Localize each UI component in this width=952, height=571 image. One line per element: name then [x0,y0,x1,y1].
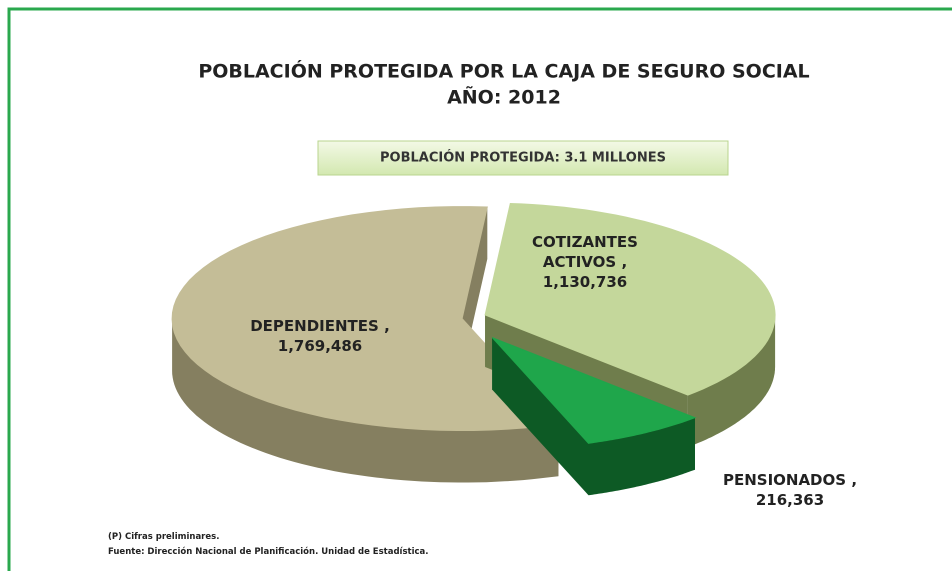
slice-side [588,417,695,496]
category-label: DEPENDIENTES [250,317,379,335]
pie [171,202,776,496]
slice-side [687,315,776,448]
label-separator: , [851,471,858,489]
category-label: COTIZANTES ACTIVOS [532,233,638,271]
slice [171,206,560,431]
subtitle: POBLACIÓN PROTEGIDA: 3.1 MILLONES [380,150,666,166]
frame [7,7,952,571]
chart-title: POBLACIÓN PROTEGIDA POR LA CAJA DE SEGUR… [198,59,809,83]
slice-wall [492,337,589,496]
label-separator: , [384,317,390,335]
value-label: 1,769,486 [277,337,363,355]
slice-side [172,318,559,483]
note: (P) Cifras preliminares. [108,532,220,542]
category-label: PENSIONADOS [722,471,847,489]
value-label: 1,130,736 [542,273,628,291]
chart-title: AÑO: 2012 [447,85,561,109]
data-label: DEPENDIENTES , 1,769,486 [225,316,415,356]
slice [484,202,776,396]
label-separator: , [621,253,628,271]
value-label: 216,363 [755,491,825,509]
note: Fuente: Dirección Nacional de Planificac… [108,547,429,557]
data-label: COTIZANTES ACTIVOS , 1,130,736 [520,232,650,292]
slice [491,337,697,444]
subtitle-box [317,140,729,176]
data-label: PENSIONADOS , 216,363 [690,470,890,510]
